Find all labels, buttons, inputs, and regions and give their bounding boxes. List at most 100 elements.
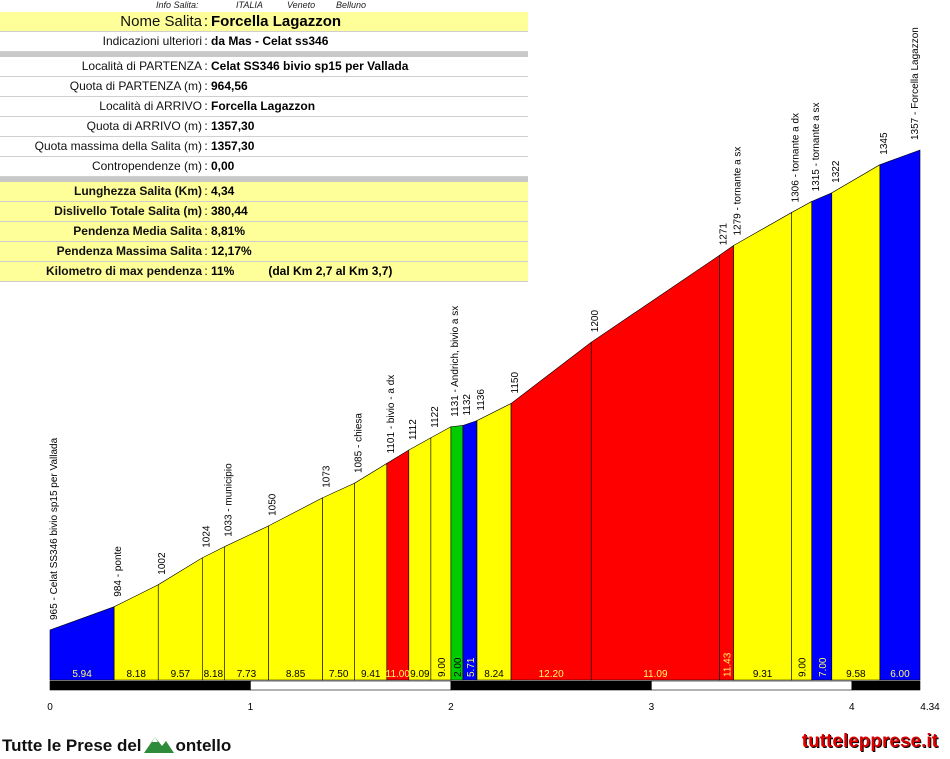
altitude-label: 1306 - tornante a dx (791, 113, 802, 203)
info-row-length: Lunghezza Salita (Km): 4,34 (0, 182, 528, 202)
grade-label: 6.00 (890, 669, 910, 680)
grade-label: 9.58 (846, 669, 866, 680)
km-scale-bar (49, 680, 921, 691)
grade-label: 9.31 (753, 669, 773, 680)
profile-segment (202, 546, 225, 681)
info-row-start-altitude: Quota di PARTENZA (m): 964,56 (0, 76, 528, 97)
info-row-max-altitude: Quota massima della Salita (m): 1357,30 (0, 136, 528, 157)
grade-label: 9.57 (171, 669, 191, 680)
x-tick-label: 2 (448, 702, 454, 713)
profile-segment (719, 244, 734, 681)
info-label: Info Salita: (156, 0, 199, 10)
x-tick-label: 1 (248, 702, 254, 713)
grade-label: 9.00 (437, 657, 448, 677)
profile-segment (157, 557, 203, 681)
info-table: Nome Salita: Forcella Lagazzon Indicazio… (0, 12, 528, 282)
x-tick-labels: 0 1 2 3 4 4.34 (47, 702, 940, 713)
grade-label: 8.85 (286, 669, 306, 680)
grade-label: 8.18 (204, 669, 224, 680)
profile-segment (831, 164, 881, 681)
grade-label: 11.09 (643, 669, 668, 680)
grade-label: 11.43 (723, 652, 734, 677)
info-row-indications: Indicazioni ulteriori: da Mas - Celat ss… (0, 31, 528, 52)
altitude-label: 1200 (590, 310, 601, 333)
info-row-max-grade: Pendenza Massima Salita: 12,17% (0, 241, 528, 262)
altitude-label: 1136 (476, 389, 487, 411)
altitude-label: 1271 (719, 223, 730, 246)
profile-segments (49, 149, 921, 681)
altitude-label: 1122 (430, 406, 441, 428)
altitude-label: 1085 - chiesa (354, 413, 365, 473)
grade-label: 7.73 (237, 669, 257, 680)
grade-label: 9.41 (361, 669, 381, 680)
altitude-label: 984 - ponte (113, 546, 124, 597)
profile-segment (462, 420, 478, 681)
separator (0, 176, 528, 182)
x-tick-label: 4 (849, 702, 855, 713)
grade-label: 9.09 (410, 669, 430, 680)
separator (0, 51, 528, 57)
brand-text-suffix: ontello (175, 736, 232, 755)
x-tick-label: 4.34 (920, 702, 940, 713)
info-header: Info Salita: ITALIA Veneto Belluno (0, 0, 528, 12)
altitude-label: 1002 (157, 552, 168, 575)
profile-segment (510, 341, 592, 681)
altitude-label: 1322 (831, 160, 842, 183)
altitude-label: 1073 (322, 465, 333, 488)
profile-segment (476, 402, 512, 681)
profile-segment (408, 437, 432, 681)
km-bar-segment (450, 680, 652, 691)
profile-segment (879, 149, 921, 681)
km-bar-segment (851, 680, 921, 691)
grade-label: 2.00 (453, 657, 464, 677)
region: Veneto (287, 0, 316, 10)
site-url: tuttelepprese.it (801, 731, 938, 752)
profile-segment (354, 462, 388, 681)
profile-segment (113, 584, 159, 681)
info-row-elevation-gain: Dislivello Totale Salita (m): 380,44 (0, 201, 528, 222)
grade-label: 5.71 (466, 657, 477, 677)
profile-segment (224, 525, 269, 681)
max-km-value: 11% (211, 264, 235, 278)
profile-segment (386, 449, 410, 681)
elevation-profile-chart: 5.94 8.18 9.57 8.18 7.73 8.85 7.50 9.41 11.00 9.0… (47, 27, 940, 713)
mountain-logo-icon (143, 737, 174, 753)
profile-segment (430, 426, 452, 681)
country: ITALIA (236, 0, 263, 10)
grade-label: 12.20 (539, 669, 564, 680)
max-km-note: (dal Km 2,7 al Km 3,7) (268, 264, 393, 278)
site-brand-left: Tutte le Prese del ontello (2, 733, 231, 756)
province: Belluno (336, 0, 367, 10)
profile-segment (811, 192, 833, 681)
profile-segment (590, 254, 720, 681)
altitude-labels: 965 - Celat SS346 bivio sp15 per Vallada… (49, 27, 921, 620)
info-row-start-location: Località di PARTENZA: Celat SS346 bivio … (0, 57, 528, 77)
grade-label: 7.50 (329, 669, 349, 680)
altitude-label: 965 - Celat SS346 bivio sp15 per Vallada (49, 437, 60, 620)
altitude-label: 1101 - bivio - a dx (386, 375, 397, 454)
altitude-label: 1279 - tornante a sx (733, 147, 744, 236)
altitude-label: 1112 (408, 419, 419, 440)
brand-text: Tutte le Prese del (2, 736, 142, 755)
info-row-counter-slopes: Contropendenze (m): 0,00 (0, 156, 528, 177)
grade-label: 8.24 (484, 669, 504, 680)
grade-labels: 5.94 8.18 9.57 8.18 7.73 8.85 7.50 9.41 11.00 9.0… (72, 652, 910, 680)
altitude-label: 1131 - Andrich, bivio a sx (450, 306, 461, 417)
x-tick-label: 3 (649, 702, 655, 713)
profile-segment (450, 425, 464, 681)
profile-segment (791, 200, 813, 681)
profile-segment (733, 211, 793, 681)
profile-segment (268, 497, 323, 681)
info-row-end-altitude: Quota di ARRIVO (m): 1357,30 (0, 116, 528, 137)
info-row-end-location: Località di ARRIVO: Forcella Lagazzon (0, 96, 528, 117)
profile-segment (322, 482, 356, 681)
info-row-max-km: Kilometro di max pendenza: 11% (dal Km 2,… (0, 261, 528, 282)
km-bar-segment (49, 680, 251, 691)
grade-label: 9.00 (798, 657, 809, 677)
info-row-avg-grade: Pendenza Media Salita: 8,81% (0, 221, 528, 242)
grade-label: 8.18 (126, 669, 146, 680)
altitude-label: 1345 (879, 132, 890, 155)
km-bar-segment (651, 680, 853, 691)
grade-label: 7.00 (818, 657, 829, 677)
grade-label: 5.94 (72, 669, 92, 680)
